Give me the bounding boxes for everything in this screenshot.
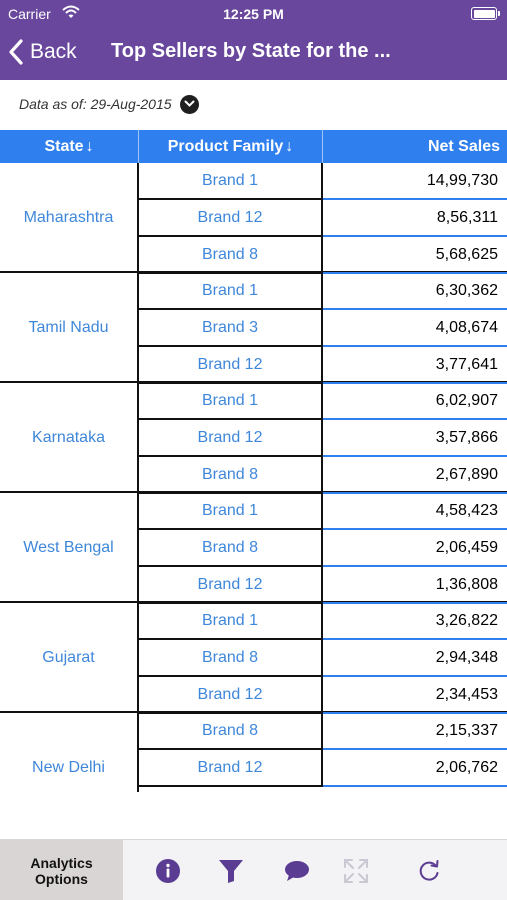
table-row: Brand 1 6,30,362 <box>139 273 507 310</box>
net-sales-cell: 2,67,890 <box>323 457 507 494</box>
sort-arrow-icon: ↓ <box>85 138 94 155</box>
column-header-product-family[interactable]: Product Family ↓ <box>139 130 323 163</box>
comment-icon[interactable] <box>284 858 310 884</box>
net-sales-cell: 2,34,453 <box>323 677 507 714</box>
product-family-cell[interactable]: Brand 8 <box>139 530 323 567</box>
product-family-cell[interactable]: Brand 1 <box>139 273 323 310</box>
product-family-cell[interactable]: Brand 8 <box>139 713 323 750</box>
clock: 12:25 PM <box>223 6 284 22</box>
net-sales-cell: 6,30,362 <box>323 273 507 310</box>
table-row: Brand 8 2,06,459 <box>139 530 507 567</box>
product-family-cell[interactable]: Brand 1 <box>139 603 323 640</box>
table-row: Brand 12 3,57,866 <box>139 420 507 457</box>
info-icon[interactable] <box>155 858 181 884</box>
net-sales-cell: 6,02,907 <box>323 383 507 420</box>
table-header: State ↓ Product Family ↓ Net Sales <box>0 130 507 163</box>
table-row: Brand 1 3,26,822 <box>139 603 507 640</box>
product-family-cell[interactable]: Brand 12 <box>139 567 323 604</box>
net-sales-cell: 5,68,625 <box>323 237 507 274</box>
state-group: Maharashtra Brand 1 14,99,730 Brand 12 8,56,… <box>0 163 507 274</box>
net-sales-cell: 3,77,641 <box>323 347 507 384</box>
product-family-cell[interactable]: Brand 8 <box>139 457 323 494</box>
analytics-options-button[interactable]: Analytics Options <box>0 840 123 900</box>
net-sales-cell: 8,56,311 <box>323 200 507 237</box>
product-family-cell[interactable]: Brand 12 <box>139 347 323 384</box>
net-sales-cell: 14,99,730 <box>323 163 507 200</box>
state-cell[interactable]: Maharashtra <box>0 163 139 273</box>
net-sales-cell: 1,36,808 <box>323 567 507 604</box>
column-header-net-sales[interactable]: Net Sales <box>427 138 500 155</box>
table-row: Brand 12 1,36,808 <box>139 567 507 604</box>
back-button[interactable]: Back <box>8 36 77 68</box>
filter-icon[interactable] <box>218 858 244 884</box>
product-family-cell[interactable]: Brand 1 <box>139 383 323 420</box>
net-sales-cell: 3,57,866 <box>323 420 507 457</box>
net-sales-cell: 3,26,822 <box>323 603 507 640</box>
state-cell[interactable]: Gujarat <box>0 603 139 713</box>
sales-table[interactable]: State ↓ Product Family ↓ Net Sales Maharas… <box>0 130 507 792</box>
product-family-cell[interactable]: Brand 1 <box>139 493 323 530</box>
table-row: Brand 8 2,94,348 <box>139 640 507 677</box>
table-row: Brand 12 3,77,641 <box>139 347 507 384</box>
state-group: Karnataka Brand 1 6,02,907 Brand 12 3,57,866… <box>0 383 507 494</box>
net-sales-cell: 2,94,348 <box>323 640 507 677</box>
sort-arrow-icon: ↓ <box>285 138 294 155</box>
expand-icon[interactable] <box>343 858 369 884</box>
state-cell[interactable]: Tamil Nadu <box>0 273 139 383</box>
back-label: Back <box>30 40 77 63</box>
table-row: Brand 1 6,02,907 <box>139 383 507 420</box>
data-as-of: Data as of: 29-Aug-2015 <box>19 94 199 114</box>
product-family-cell[interactable]: Brand 12 <box>139 750 323 787</box>
chevron-down-icon[interactable] <box>179 94 199 114</box>
net-sales-cell: 4,58,423 <box>323 493 507 530</box>
data-as-of-label: Data as of: 29-Aug-2015 <box>19 96 172 112</box>
state-cell[interactable]: West Bengal <box>0 493 139 603</box>
state-group: New Delhi Brand 8 2,15,337 Brand 12 2,06,762 <box>0 713 507 792</box>
product-family-cell[interactable]: Brand 8 <box>139 640 323 677</box>
table-row: Brand 3 4,08,674 <box>139 310 507 347</box>
net-sales-cell: 2,06,459 <box>323 530 507 567</box>
product-family-cell[interactable]: Brand 8 <box>139 237 323 274</box>
product-family-cell[interactable]: Brand 3 <box>139 310 323 347</box>
wifi-icon <box>62 5 80 18</box>
battery-icon <box>471 7 500 20</box>
table-row: Brand 12 2,06,762 <box>139 750 507 787</box>
state-group: Tamil Nadu Brand 1 6,30,362 Brand 3 4,08,674… <box>0 273 507 384</box>
navigation-bar: Back Top Sellers by State for the ... <box>0 28 507 80</box>
product-family-cell[interactable]: Brand 1 <box>139 163 323 200</box>
carrier-label: Carrier <box>8 6 51 22</box>
bottom-toolbar: Analytics Options <box>0 839 507 900</box>
app-header: Carrier 12:25 PM Back Top Sellers by Sta… <box>0 0 507 80</box>
table-body: Maharashtra Brand 1 14,99,730 Brand 12 8,56,… <box>0 163 507 792</box>
state-cell[interactable]: Karnataka <box>0 383 139 493</box>
state-group: West Bengal Brand 1 4,58,423 Brand 8 2,06,45… <box>0 493 507 604</box>
column-header-state[interactable]: State ↓ <box>0 130 139 163</box>
product-family-cell[interactable]: Brand 12 <box>139 677 323 714</box>
table-row: Brand 8 2,15,337 <box>139 713 507 750</box>
chevron-left-icon <box>9 39 23 65</box>
product-family-cell[interactable]: Brand 12 <box>139 420 323 457</box>
state-group: Gujarat Brand 1 3,26,822 Brand 8 2,94,348 Bra… <box>0 603 507 714</box>
product-family-cell[interactable]: Brand 12 <box>139 200 323 237</box>
table-row: Brand 1 4,58,423 <box>139 493 507 530</box>
table-row: Brand 8 2,67,890 <box>139 457 507 494</box>
table-row: Brand 8 5,68,625 <box>139 237 507 274</box>
table-row: Brand 12 8,56,311 <box>139 200 507 237</box>
table-row: Brand 12 2,34,453 <box>139 677 507 714</box>
state-cell[interactable]: New Delhi <box>0 713 139 792</box>
net-sales-cell: 2,06,762 <box>323 750 507 787</box>
refresh-icon[interactable] <box>416 858 442 884</box>
page-title: Top Sellers by State for the ... <box>111 40 391 62</box>
net-sales-cell: 4,08,674 <box>323 310 507 347</box>
table-row: Brand 1 14,99,730 <box>139 163 507 200</box>
net-sales-cell: 2,15,337 <box>323 713 507 750</box>
status-bar: Carrier 12:25 PM <box>0 0 507 28</box>
